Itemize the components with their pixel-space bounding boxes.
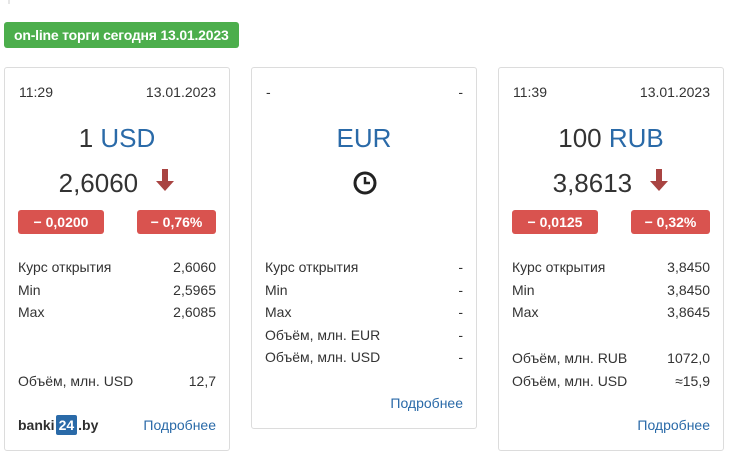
usd-amount: 1 — [78, 123, 94, 153]
usd-stats: Курс открытия 2,6060 Min 2,5965 Max 2,60… — [18, 256, 216, 324]
stat-row: Курс открытия - — [265, 256, 463, 279]
stat-label: Min — [18, 281, 41, 298]
rub-amount: 100 — [558, 123, 602, 153]
stat-label: Min — [512, 281, 535, 298]
stat-row: Min - — [265, 279, 463, 302]
rub-time: 11:39 — [513, 84, 547, 100]
stat-value: - — [458, 281, 463, 298]
stat-label: Max — [512, 304, 539, 320]
rub-pair: 100 RUB — [499, 123, 723, 153]
usd-change-pct: − 0,76% — [137, 210, 216, 234]
rub-change-abs: − 0,0125 — [512, 210, 598, 234]
rub-code[interactable]: RUB — [608, 123, 664, 153]
eur-more-link[interactable]: Подробнее — [390, 395, 463, 411]
stat-row: Min 2,5965 — [18, 279, 216, 302]
rub-date: 13.01.2023 — [639, 84, 710, 100]
eur-time: - — [266, 84, 271, 100]
rub-card: 11:39 13.01.2023 100 RUB 3,8613 − 0,0125… — [498, 67, 724, 451]
stat-row: Max 2,6085 — [18, 301, 216, 324]
stat-row: Объём, млн. USD ≈15,9 — [512, 370, 710, 393]
stat-value: 2,6060 — [173, 259, 216, 275]
stat-value: 2,5965 — [173, 281, 216, 298]
stat-row: Объём, млн. RUB 1072,0 — [512, 347, 710, 370]
stat-row: Max - — [265, 301, 463, 324]
rub-change-pct: − 0,32% — [631, 210, 710, 234]
rub-rate-row: 3,8613 — [499, 168, 723, 198]
stat-row: Курс открытия 2,6060 — [18, 256, 216, 279]
usd-change-abs: − 0,0200 — [18, 210, 104, 234]
stat-label: Объём, млн. USD — [18, 373, 134, 389]
stat-value: 1072,0 — [667, 350, 710, 366]
arrow-down-icon — [155, 168, 175, 198]
eur-card: - - EUR Курс открытия - Min - Max - Объё… — [251, 67, 477, 429]
usd-card: 11:29 13.01.2023 1 USD 2,6060 − 0,0200 −… — [4, 67, 230, 451]
clock-icon — [352, 170, 378, 196]
stat-value: 3,8450 — [667, 281, 710, 298]
stat-label: Курс открытия — [18, 259, 112, 275]
stat-label: Курс открытия — [265, 259, 359, 275]
stat-row: Объём, млн. USD 12,7 — [18, 370, 216, 393]
stat-value: - — [458, 349, 463, 365]
rub-rate: 3,8613 — [552, 168, 633, 198]
stat-label: Объём, млн. EUR — [265, 326, 381, 343]
stat-value: 2,6085 — [173, 304, 216, 320]
stat-value: - — [458, 304, 463, 320]
stat-label: Max — [18, 304, 45, 320]
arrow-down-icon — [649, 168, 669, 198]
eur-pair: EUR — [252, 123, 476, 153]
stat-label: Объём, млн. USD — [265, 349, 381, 365]
stat-row: Объём, млн. EUR - — [265, 324, 463, 347]
stat-label: Объём, млн. RUB — [512, 350, 628, 366]
stat-value: - — [458, 259, 463, 275]
eur-code[interactable]: EUR — [336, 123, 392, 153]
logo-suffix: .by — [78, 417, 99, 433]
logo-box: 24 — [55, 415, 78, 435]
stat-value: - — [458, 326, 463, 343]
rub-stats: Курс открытия 3,8450 Min 3,8450 Max 3,86… — [512, 256, 710, 324]
stat-value: 3,8450 — [667, 259, 710, 275]
trading-date-badge: on-line торги сегодня 13.01.2023 — [4, 22, 239, 48]
rub-volume: Объём, млн. RUB 1072,0 Объём, млн. USD ≈… — [512, 347, 710, 392]
usd-volume: Объём, млн. USD 12,7 — [18, 370, 216, 393]
stat-value: 3,8645 — [667, 304, 710, 320]
usd-code[interactable]: USD — [100, 123, 156, 153]
stat-label: Min — [265, 281, 288, 298]
stat-row: Объём, млн. USD - — [265, 346, 463, 369]
rub-more-link[interactable]: Подробнее — [637, 417, 710, 433]
banki24-logo[interactable]: banki 24 .by — [18, 414, 98, 436]
stat-row: Max 3,8645 — [512, 301, 710, 324]
usd-rate: 2,6060 — [58, 168, 139, 198]
eur-date: - — [458, 84, 463, 100]
top-divider — [8, 0, 10, 4]
stat-label: Max — [265, 304, 292, 320]
usd-rate-row: 2,6060 — [5, 168, 229, 198]
logo-prefix: banki — [18, 417, 55, 433]
stat-label: Объём, млн. USD — [512, 372, 628, 389]
stat-row: Курс открытия 3,8450 — [512, 256, 710, 279]
stat-label: Курс открытия — [512, 259, 606, 275]
usd-pair: 1 USD — [5, 123, 229, 153]
eur-stats: Курс открытия - Min - Max - Объём, млн. … — [265, 256, 463, 369]
stat-value: ≈15,9 — [675, 372, 710, 389]
usd-date: 13.01.2023 — [145, 84, 216, 100]
stat-value: 12,7 — [188, 373, 216, 389]
stat-row: Min 3,8450 — [512, 279, 710, 302]
usd-more-link[interactable]: Подробнее — [143, 417, 216, 433]
usd-time: 11:29 — [19, 84, 53, 100]
